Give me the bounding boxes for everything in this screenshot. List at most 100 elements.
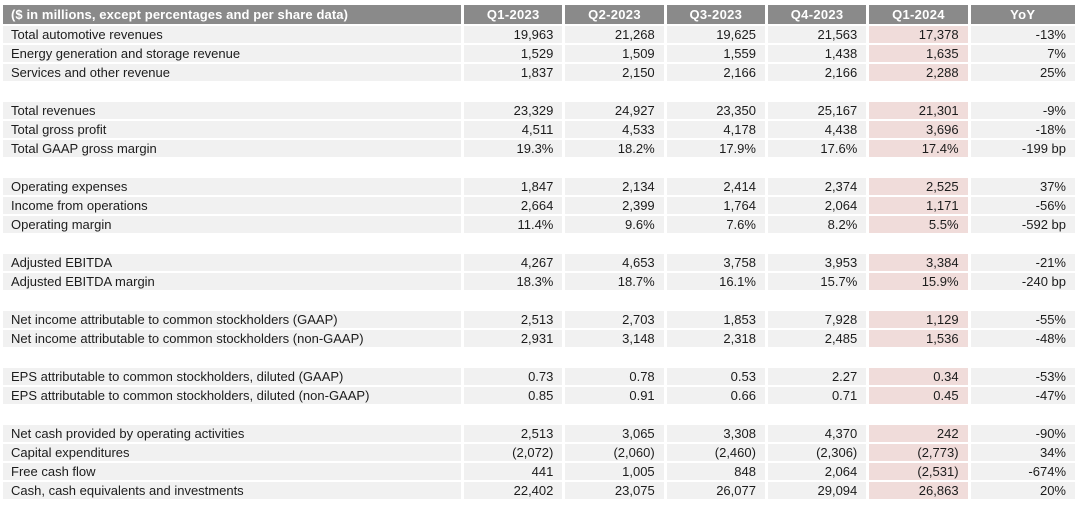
value-cell: 19,625 xyxy=(666,26,765,43)
spacer-cell xyxy=(971,406,1075,423)
value-cell: 17,378 xyxy=(869,26,968,43)
value-cell: 8.2% xyxy=(767,216,867,233)
row-label-cell: Total revenues xyxy=(3,102,462,119)
yoy-cell: 25% xyxy=(970,64,1075,81)
spacer-cell xyxy=(768,349,866,366)
value-cell: 25,167 xyxy=(767,102,867,119)
value-cell: 18.2% xyxy=(565,140,664,157)
table-row: Energy generation and storage revenue 1,5… xyxy=(3,45,1075,62)
row-label-cell: Cash, cash equivalents and investments xyxy=(3,482,462,499)
financial-summary-table: ($ in millions, except percentages and p… xyxy=(0,3,1078,501)
value-cell: 441 xyxy=(464,463,563,480)
table-row: Net income attributable to common stockh… xyxy=(3,311,1075,328)
value-cell: (2,460) xyxy=(666,444,765,461)
value-cell: (2,306) xyxy=(767,444,867,461)
value-cell: 1,438 xyxy=(767,45,867,62)
value-cell: 23,329 xyxy=(464,102,563,119)
spacer-cell xyxy=(667,83,765,100)
value-cell: 0.53 xyxy=(666,368,765,385)
yoy-cell: -18% xyxy=(970,121,1075,138)
value-cell: 16.1% xyxy=(666,273,765,290)
value-cell: 26,863 xyxy=(869,482,968,499)
value-cell: 21,301 xyxy=(869,102,968,119)
value-cell: 1,509 xyxy=(565,45,664,62)
header-col-q4-2023: Q4-2023 xyxy=(767,5,867,24)
yoy-cell: -9% xyxy=(970,102,1075,119)
value-cell: 4,370 xyxy=(767,425,867,442)
table-row: Total gross profit 4,511 4,533 4,178 4,438 3,… xyxy=(3,121,1075,138)
spacer-cell xyxy=(464,406,562,423)
value-cell: 3,758 xyxy=(666,254,765,271)
value-cell: 2,374 xyxy=(767,178,867,195)
table-row: EPS attributable to common stockholders,… xyxy=(3,387,1075,404)
value-cell: 2,318 xyxy=(666,330,765,347)
yoy-cell: 34% xyxy=(970,444,1075,461)
value-cell: (2,072) xyxy=(464,444,563,461)
value-cell: 1,764 xyxy=(666,197,765,214)
value-cell: 17.4% xyxy=(869,140,968,157)
table-row: Capital expenditures (2,072) (2,060) (2,460… xyxy=(3,444,1075,461)
table-row: Free cash flow 441 1,005 848 2,064 (2,531) -67… xyxy=(3,463,1075,480)
value-cell: (2,060) xyxy=(565,444,664,461)
header-col-q1-2024: Q1-2024 xyxy=(869,5,968,24)
table-row: Total automotive revenues 19,963 21,268 19,… xyxy=(3,26,1075,43)
value-cell: 2,064 xyxy=(767,463,867,480)
value-cell: 1,635 xyxy=(869,45,968,62)
table-row: Total revenues 23,329 24,927 23,350 25,167 21… xyxy=(3,102,1075,119)
spacer-cell xyxy=(971,349,1075,366)
row-label-cell: Income from operations xyxy=(3,197,462,214)
row-label-cell: Capital expenditures xyxy=(3,444,462,461)
value-cell: 1,853 xyxy=(666,311,765,328)
value-cell: 4,653 xyxy=(565,254,664,271)
spacer-cell xyxy=(768,292,866,309)
row-label-cell: Adjusted EBITDA margin xyxy=(3,273,462,290)
header-col-q3-2023: Q3-2023 xyxy=(666,5,765,24)
value-cell: 15.7% xyxy=(767,273,867,290)
value-cell: 2,150 xyxy=(565,64,664,81)
value-cell: 15.9% xyxy=(869,273,968,290)
value-cell: 0.66 xyxy=(666,387,765,404)
value-cell: 3,953 xyxy=(767,254,867,271)
spacer-cell xyxy=(768,406,866,423)
value-cell: 2,664 xyxy=(464,197,563,214)
row-label-cell: Free cash flow xyxy=(3,463,462,480)
value-cell: 0.73 xyxy=(464,368,563,385)
row-label-cell: Adjusted EBITDA xyxy=(3,254,462,271)
value-cell: 0.34 xyxy=(869,368,968,385)
row-label-cell: Total GAAP gross margin xyxy=(3,140,462,157)
row-label-cell: Services and other revenue xyxy=(3,64,462,81)
value-cell: 2,513 xyxy=(464,425,563,442)
spacer-cell xyxy=(3,83,461,100)
header-metric-label: ($ in millions, except percentages and p… xyxy=(3,5,462,24)
table-row: Total GAAP gross margin 19.3% 18.2% 17.9% 17… xyxy=(3,140,1075,157)
row-label-cell: Total automotive revenues xyxy=(3,26,462,43)
yoy-cell: -21% xyxy=(970,254,1075,271)
value-cell: 1,536 xyxy=(869,330,968,347)
value-cell: 3,384 xyxy=(869,254,968,271)
spacer-cell xyxy=(667,235,765,252)
spacer-cell xyxy=(3,235,461,252)
value-cell: 4,267 xyxy=(464,254,563,271)
spacer-row xyxy=(3,406,1075,423)
row-label-cell: EPS attributable to common stockholders,… xyxy=(3,387,462,404)
value-cell: 22,402 xyxy=(464,482,563,499)
value-cell: 2,703 xyxy=(565,311,664,328)
yoy-cell: -56% xyxy=(970,197,1075,214)
value-cell: 2,134 xyxy=(565,178,664,195)
spacer-cell xyxy=(464,292,562,309)
spacer-cell xyxy=(768,159,866,176)
spacer-cell xyxy=(971,159,1075,176)
value-cell: 1,171 xyxy=(869,197,968,214)
spacer-cell xyxy=(565,406,663,423)
header-col-q2-2023: Q2-2023 xyxy=(565,5,664,24)
spacer-cell xyxy=(3,349,461,366)
spacer-cell xyxy=(464,235,562,252)
spacer-cell xyxy=(667,406,765,423)
spacer-cell xyxy=(3,292,461,309)
value-cell: 26,077 xyxy=(666,482,765,499)
spacer-row xyxy=(3,235,1075,252)
value-cell: 24,927 xyxy=(565,102,664,119)
value-cell: 3,065 xyxy=(565,425,664,442)
spacer-cell xyxy=(667,292,765,309)
row-label-cell: Net income attributable to common stockh… xyxy=(3,311,462,328)
